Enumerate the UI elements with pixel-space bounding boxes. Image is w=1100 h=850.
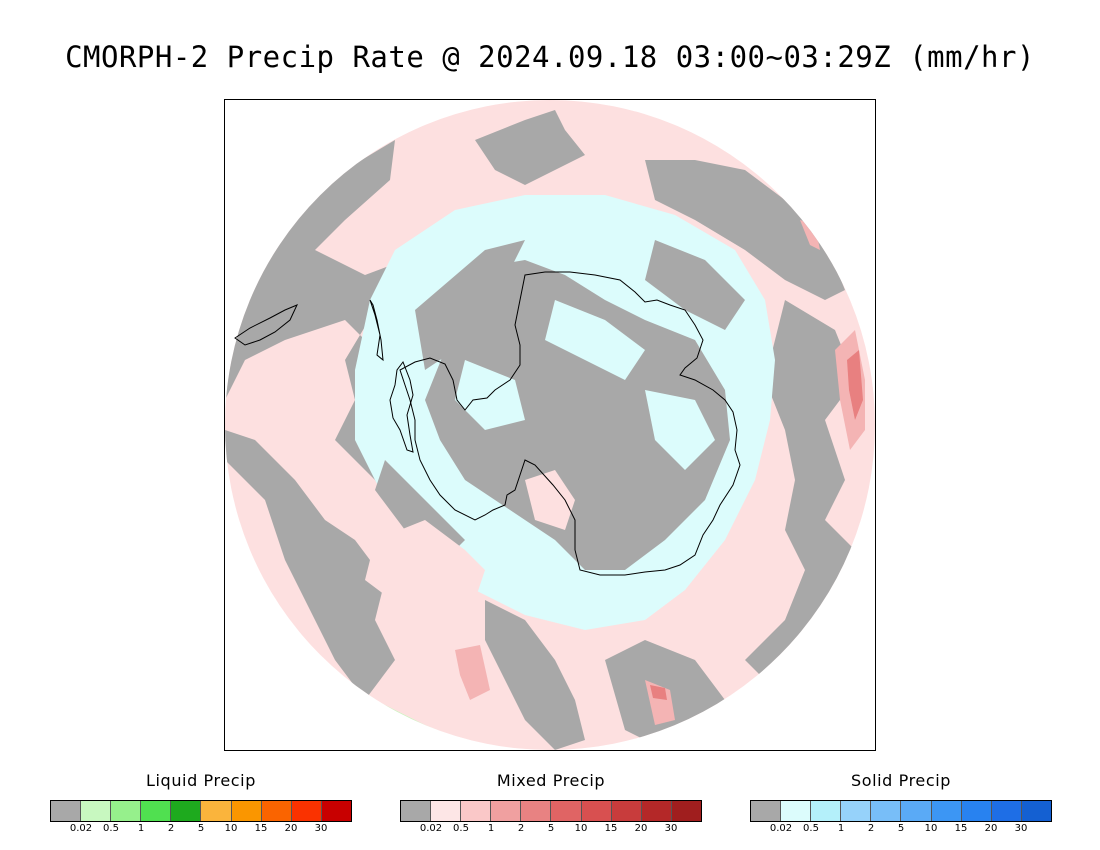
legend-tick-label: 10: [574, 823, 588, 834]
legend-tick-labels: 0.02 0.5 1 2 5 10 15 20 30: [400, 823, 702, 837]
no-precip-region-northeast: [645, 160, 845, 300]
legend-swatch: [521, 801, 552, 821]
solid-trace-interior-2: [645, 390, 715, 470]
legend-tick-label: 30: [1014, 823, 1028, 834]
no-precip-antarctic-interior: [425, 260, 730, 570]
legend-swatch: [961, 801, 992, 821]
legend-swatch: [811, 801, 842, 821]
legend-tick-label: 0.5: [803, 823, 819, 834]
legend-color-bar: [750, 800, 1052, 822]
map-frame: [224, 99, 876, 751]
mixed-moderate-east-band: [847, 350, 863, 420]
legend-solid: Solid Precip 0.02 0.5 1 2 5 10 15 20 30: [750, 770, 1052, 837]
legend-tick-label: 0.02: [769, 823, 793, 834]
legend-swatch: [1021, 801, 1051, 821]
legend-title: Liquid Precip: [146, 771, 256, 790]
legend-tick-label: 20: [984, 823, 998, 834]
no-precip-region-north: [475, 110, 585, 185]
mixed-moderate-south: [650, 685, 667, 700]
legend-tick-label: 0.5: [103, 823, 119, 834]
legend-tick-label: 5: [897, 823, 905, 834]
legend-tick-label: 5: [547, 823, 555, 834]
coastline-antarctica: [399, 271, 741, 576]
legend-swatch: [991, 801, 1022, 821]
mixed-light-south-1: [455, 645, 490, 700]
legend-tick-label: 0.02: [419, 823, 443, 834]
legend-title: Solid Precip: [850, 771, 952, 790]
legend-tick-label: 2: [517, 823, 525, 834]
mixed-trace-ross-sea-tongue: [365, 520, 485, 620]
legend-tick-label: 10: [924, 823, 938, 834]
legend-swatch: [171, 801, 202, 821]
legend-swatch: [491, 801, 522, 821]
legend-swatch: [461, 801, 492, 821]
legend-color-bar: [400, 800, 702, 822]
legend-title: Mixed Precip: [496, 771, 606, 790]
coastline-new-zealand: [234, 304, 298, 346]
legend-swatch: [401, 801, 432, 821]
no-precip-streak-1: [415, 240, 525, 370]
legend-tick-label: 0.5: [453, 823, 469, 834]
legend-color-bar: [50, 800, 352, 822]
legend-swatch: [551, 801, 582, 821]
no-precip-region-northwest: [225, 140, 485, 580]
no-precip-streak-2: [645, 240, 745, 330]
legend-tick-label: 1: [137, 823, 145, 834]
legend-swatch: [671, 801, 701, 821]
legend-tick-label: 30: [664, 823, 678, 834]
legend-tick-label: 5: [197, 823, 205, 834]
precip-map: [225, 100, 875, 750]
legend-swatch: [611, 801, 642, 821]
legend-swatch: [641, 801, 672, 821]
legend-swatch: [841, 801, 872, 821]
legend-swatch: [581, 801, 612, 821]
coastline-antarctic-peninsula: [389, 360, 414, 453]
legend-swatch: [81, 801, 112, 821]
no-precip-region-south: [485, 600, 585, 750]
legend-tick-label: 30: [314, 823, 328, 834]
legend-tick-label: 0.02: [69, 823, 93, 834]
mixed-trace-patch-center: [525, 470, 575, 530]
coastlines: [234, 271, 741, 576]
legend-swatch: [781, 801, 812, 821]
legend-tick-label: 10: [224, 823, 238, 834]
legend-tick-labels: 0.02 0.5 1 2 5 10 15 20 30: [750, 823, 1052, 837]
legend-tick-label: 15: [954, 823, 968, 834]
legend-swatch: [321, 801, 351, 821]
legend-swatch: [141, 801, 172, 821]
legend-tick-label: 15: [254, 823, 268, 834]
legend-tick-label: 1: [487, 823, 495, 834]
solid-trace-interior-1: [545, 300, 645, 380]
legend-swatch: [291, 801, 322, 821]
legend-swatch: [871, 801, 902, 821]
legend-tick-label: 15: [604, 823, 618, 834]
legend-tick-label: 20: [634, 823, 648, 834]
legend-swatch: [51, 801, 82, 821]
legend-swatch: [901, 801, 932, 821]
legend-swatch: [261, 801, 292, 821]
legend-mixed: Mixed Precip 0.02 0.5 1 2 5 10 15 20 30: [400, 770, 702, 837]
legend-tick-label: 2: [167, 823, 175, 834]
legend-tick-label: 2: [867, 823, 875, 834]
legend-tick-label: 1: [837, 823, 845, 834]
coastline-south-america: [369, 299, 384, 362]
legend-swatch: [751, 801, 782, 821]
legend-swatch: [231, 801, 262, 821]
legend-swatch: [111, 801, 142, 821]
legend-swatch: [931, 801, 962, 821]
legend-tick-label: 20: [284, 823, 298, 834]
no-precip-region-southwest: [225, 430, 395, 700]
legend-swatch: [431, 801, 462, 821]
map-title: CMORPH-2 Precip Rate @ 2024.09.18 03:00~…: [65, 40, 1035, 74]
legend-liquid: Liquid Precip 0.02 0.5 1 2 5 10 15 20 30: [50, 770, 352, 837]
legend-swatch: [201, 801, 232, 821]
legend-tick-labels: 0.02 0.5 1 2 5 10 15 20 30: [50, 823, 352, 837]
